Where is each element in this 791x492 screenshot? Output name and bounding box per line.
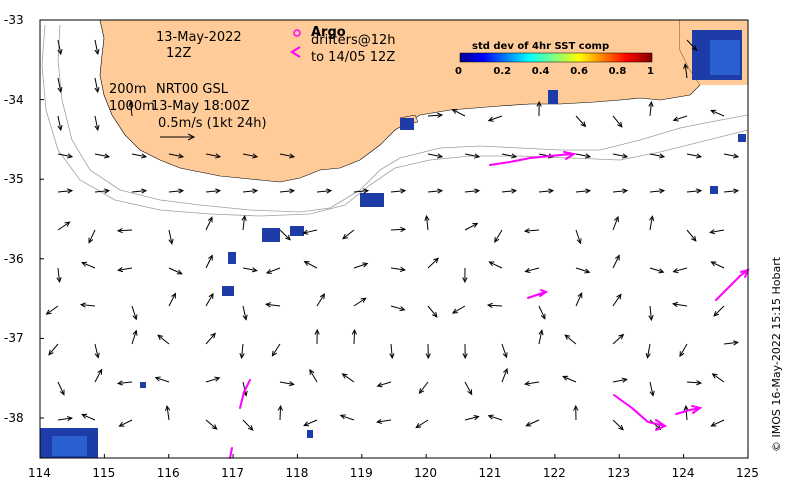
y-tick-label: -33 (4, 13, 24, 27)
time-label: 12Z (166, 47, 191, 60)
sst-pixel-cluster (738, 134, 746, 142)
x-tick-label: 125 (736, 466, 759, 480)
current-vector-arrow (428, 258, 438, 268)
y-tick-label: -38 (4, 411, 24, 425)
current-vector-arrow (243, 420, 253, 430)
date-label: 13-May-2022 (156, 31, 242, 44)
current-vector-arrow (354, 330, 355, 344)
valid-time-label: 13-May 18:00Z (151, 100, 250, 113)
sst-pixel-cluster (262, 228, 280, 242)
sst-pixel-cluster (140, 382, 146, 388)
sst-pixel-cluster (228, 252, 236, 264)
credit-label: © IMOS 16-May-2022 15:15 Hobart (770, 257, 783, 452)
x-tick-label: 118 (285, 466, 308, 480)
current-vector-arrow (280, 230, 290, 240)
y-tick-label: -36 (4, 252, 24, 266)
colorbar-tick-label: 0.4 (532, 66, 550, 77)
x-tick-label: 117 (221, 466, 244, 480)
depth-label-200m: 200m (109, 83, 146, 96)
colorbar-tick-label: 0.8 (609, 66, 627, 77)
sst-pixel-cluster (710, 186, 718, 194)
sst-pixel-cluster (222, 286, 234, 296)
colorbar-tick-label: 0.6 (570, 66, 588, 77)
y-tick-label: -35 (4, 172, 24, 186)
depth-label-1000m: 1000m (109, 100, 155, 113)
x-tick-label: 119 (350, 466, 373, 480)
colorbar-tick-label: 0 (455, 66, 462, 77)
x-tick-label: 114 (28, 466, 51, 480)
map-figure (0, 0, 791, 492)
x-tick-label: 116 (157, 466, 180, 480)
x-tick-label: 120 (414, 466, 437, 480)
colorbar-ramp (460, 53, 652, 62)
x-tick-label: 121 (479, 466, 502, 480)
colorbar-tick-label: 1 (647, 66, 654, 77)
drifter-track (230, 448, 232, 458)
product-label: NRT00 GSL (156, 83, 228, 96)
scale-label: 0.5m/s (1kt 24h) (158, 117, 267, 130)
x-tick-label: 124 (672, 466, 695, 480)
current-vector-arrow (714, 306, 724, 316)
x-tick-label: 123 (607, 466, 630, 480)
sst-pixel-cluster (548, 90, 558, 104)
sst-pixel-cluster (52, 436, 87, 456)
drifter-track (716, 270, 748, 300)
x-tick-label: 122 (543, 466, 566, 480)
sst-pixel-cluster (290, 226, 304, 236)
x-tick-label: 115 (92, 466, 115, 480)
sst-pixel-cluster (710, 40, 740, 75)
sst-pixel-cluster (307, 430, 313, 438)
sst-pixel-cluster (400, 118, 414, 130)
current-vector-arrow (280, 406, 281, 420)
sst-pixel-cluster (360, 193, 384, 207)
y-tick-label: -34 (4, 93, 24, 107)
drifters-to-label: to 14/05 12Z (311, 51, 395, 64)
y-tick-label: -37 (4, 331, 24, 345)
drifters-label: drifters@12h (311, 34, 396, 47)
colorbar-tick-label: 0.2 (493, 66, 511, 77)
current-vector-arrow (613, 420, 623, 430)
colorbar-title: std dev of 4hr SST comp (472, 41, 609, 52)
